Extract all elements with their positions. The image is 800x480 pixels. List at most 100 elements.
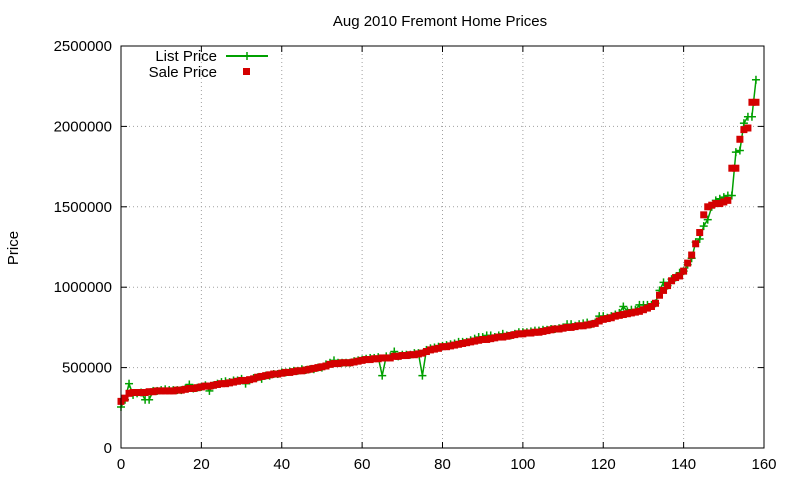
sale-price-point (213, 380, 221, 388)
sale-price-point (511, 331, 519, 339)
sale-price-point (700, 211, 708, 219)
x-tick-label: 0 (117, 456, 125, 473)
list-price-point (703, 215, 712, 224)
sale-price-point (740, 126, 748, 134)
sale-price-point (463, 339, 471, 347)
sale-price-point (217, 380, 225, 388)
sale-price-point (394, 352, 402, 360)
sale-price-point (539, 327, 547, 335)
x-tick-label: 60 (354, 456, 371, 473)
sale-price-point (619, 311, 627, 319)
list-price-point (378, 371, 387, 380)
sale-price-point (414, 350, 422, 358)
sale-price-point (519, 330, 527, 338)
sale-price-point (342, 359, 350, 367)
sale-price-point (390, 352, 398, 360)
sale-price-point (426, 346, 434, 354)
sale-price-point (523, 329, 531, 337)
list-price-line (120, 79, 757, 408)
sale-price-point (181, 385, 189, 393)
sale-price-point (643, 304, 651, 312)
sale-price-point (262, 372, 270, 380)
x-tick-label: 140 (671, 456, 696, 473)
sale-price-point (684, 259, 692, 267)
sale-price-point (660, 286, 668, 294)
sale-price-point (161, 387, 169, 395)
y-axis: 0 500000 1000000 1500000 2000000 2500000 (54, 38, 764, 457)
sale-price-point (157, 387, 165, 395)
sale-price-point (559, 324, 567, 332)
list-price-point (735, 146, 744, 155)
sale-price-point (728, 164, 736, 172)
sale-price-point (362, 356, 370, 364)
sale-price-point (459, 339, 467, 347)
sale-price-point (635, 307, 643, 315)
list-price-point (699, 222, 708, 231)
sale-price-point (334, 360, 342, 368)
sale-price-point (330, 360, 338, 368)
sale-price-point (672, 274, 680, 282)
sale-price-point (141, 389, 149, 397)
sale-price-point (250, 375, 258, 383)
sale-price-point (515, 330, 523, 338)
y-tick-label: 1000000 (54, 279, 112, 296)
sale-price-point (193, 384, 201, 392)
sale-price-point (145, 388, 153, 396)
x-tick-label: 100 (510, 456, 535, 473)
sale-price-point (294, 367, 302, 375)
legend-list-price-marker (243, 52, 251, 60)
sale-price-point (246, 376, 254, 384)
chart-title: Aug 2010 Fremont Home Prices (333, 13, 547, 30)
sale-price-point (724, 196, 732, 204)
sale-price-point (242, 376, 250, 384)
sale-price-point (603, 315, 611, 323)
sale-price-point (647, 302, 655, 310)
x-tick-label: 40 (273, 456, 290, 473)
sale-price-point (153, 387, 161, 395)
sale-price-point (370, 355, 378, 363)
sale-price-point (314, 364, 322, 372)
sale-price-point (350, 358, 358, 366)
sale-price-point (197, 383, 205, 391)
sale-price-point (254, 373, 262, 381)
sale-price-point (310, 364, 318, 372)
sale-price-point (165, 387, 173, 395)
sale-price-point (382, 354, 390, 362)
legend-plus-marker (243, 52, 251, 60)
sale-price-point (306, 365, 314, 373)
sale-price-point (607, 314, 615, 322)
sale-price-point (535, 328, 543, 336)
list-price-point (731, 148, 740, 157)
sale-price-point (318, 363, 326, 371)
sale-price-point (623, 310, 631, 318)
sale-price-point (358, 356, 366, 364)
sale-price-point (467, 338, 475, 346)
sale-price-point (708, 201, 716, 209)
sale-price-point (406, 351, 414, 359)
sale-price-point (656, 291, 664, 299)
legend-list-price-label: List Price (155, 48, 217, 65)
sale-price-point (748, 98, 756, 106)
legend-sale-price-marker (243, 68, 250, 75)
sale-price-point (483, 335, 491, 343)
sale-price-point (302, 366, 310, 374)
sale-price-point (471, 337, 479, 345)
sale-price-point (495, 333, 503, 341)
series-sale-price (117, 98, 760, 405)
sale-price-point (752, 98, 760, 106)
sale-price-point (278, 369, 286, 377)
list-price-point (619, 302, 628, 311)
sale-price-point (627, 309, 635, 317)
sale-price-point (205, 382, 213, 390)
sale-price-point (668, 277, 676, 285)
y-tick-label: 0 (104, 440, 112, 457)
sale-price-point (571, 323, 579, 331)
y-tick-label: 500000 (62, 360, 112, 377)
list-price-point (739, 119, 748, 128)
sale-price-point (238, 376, 246, 384)
x-tick-label: 120 (591, 456, 616, 473)
sale-price-point (732, 164, 740, 172)
sale-price-point (595, 317, 603, 325)
sale-price-point (491, 334, 499, 342)
sale-price-point (479, 335, 487, 343)
